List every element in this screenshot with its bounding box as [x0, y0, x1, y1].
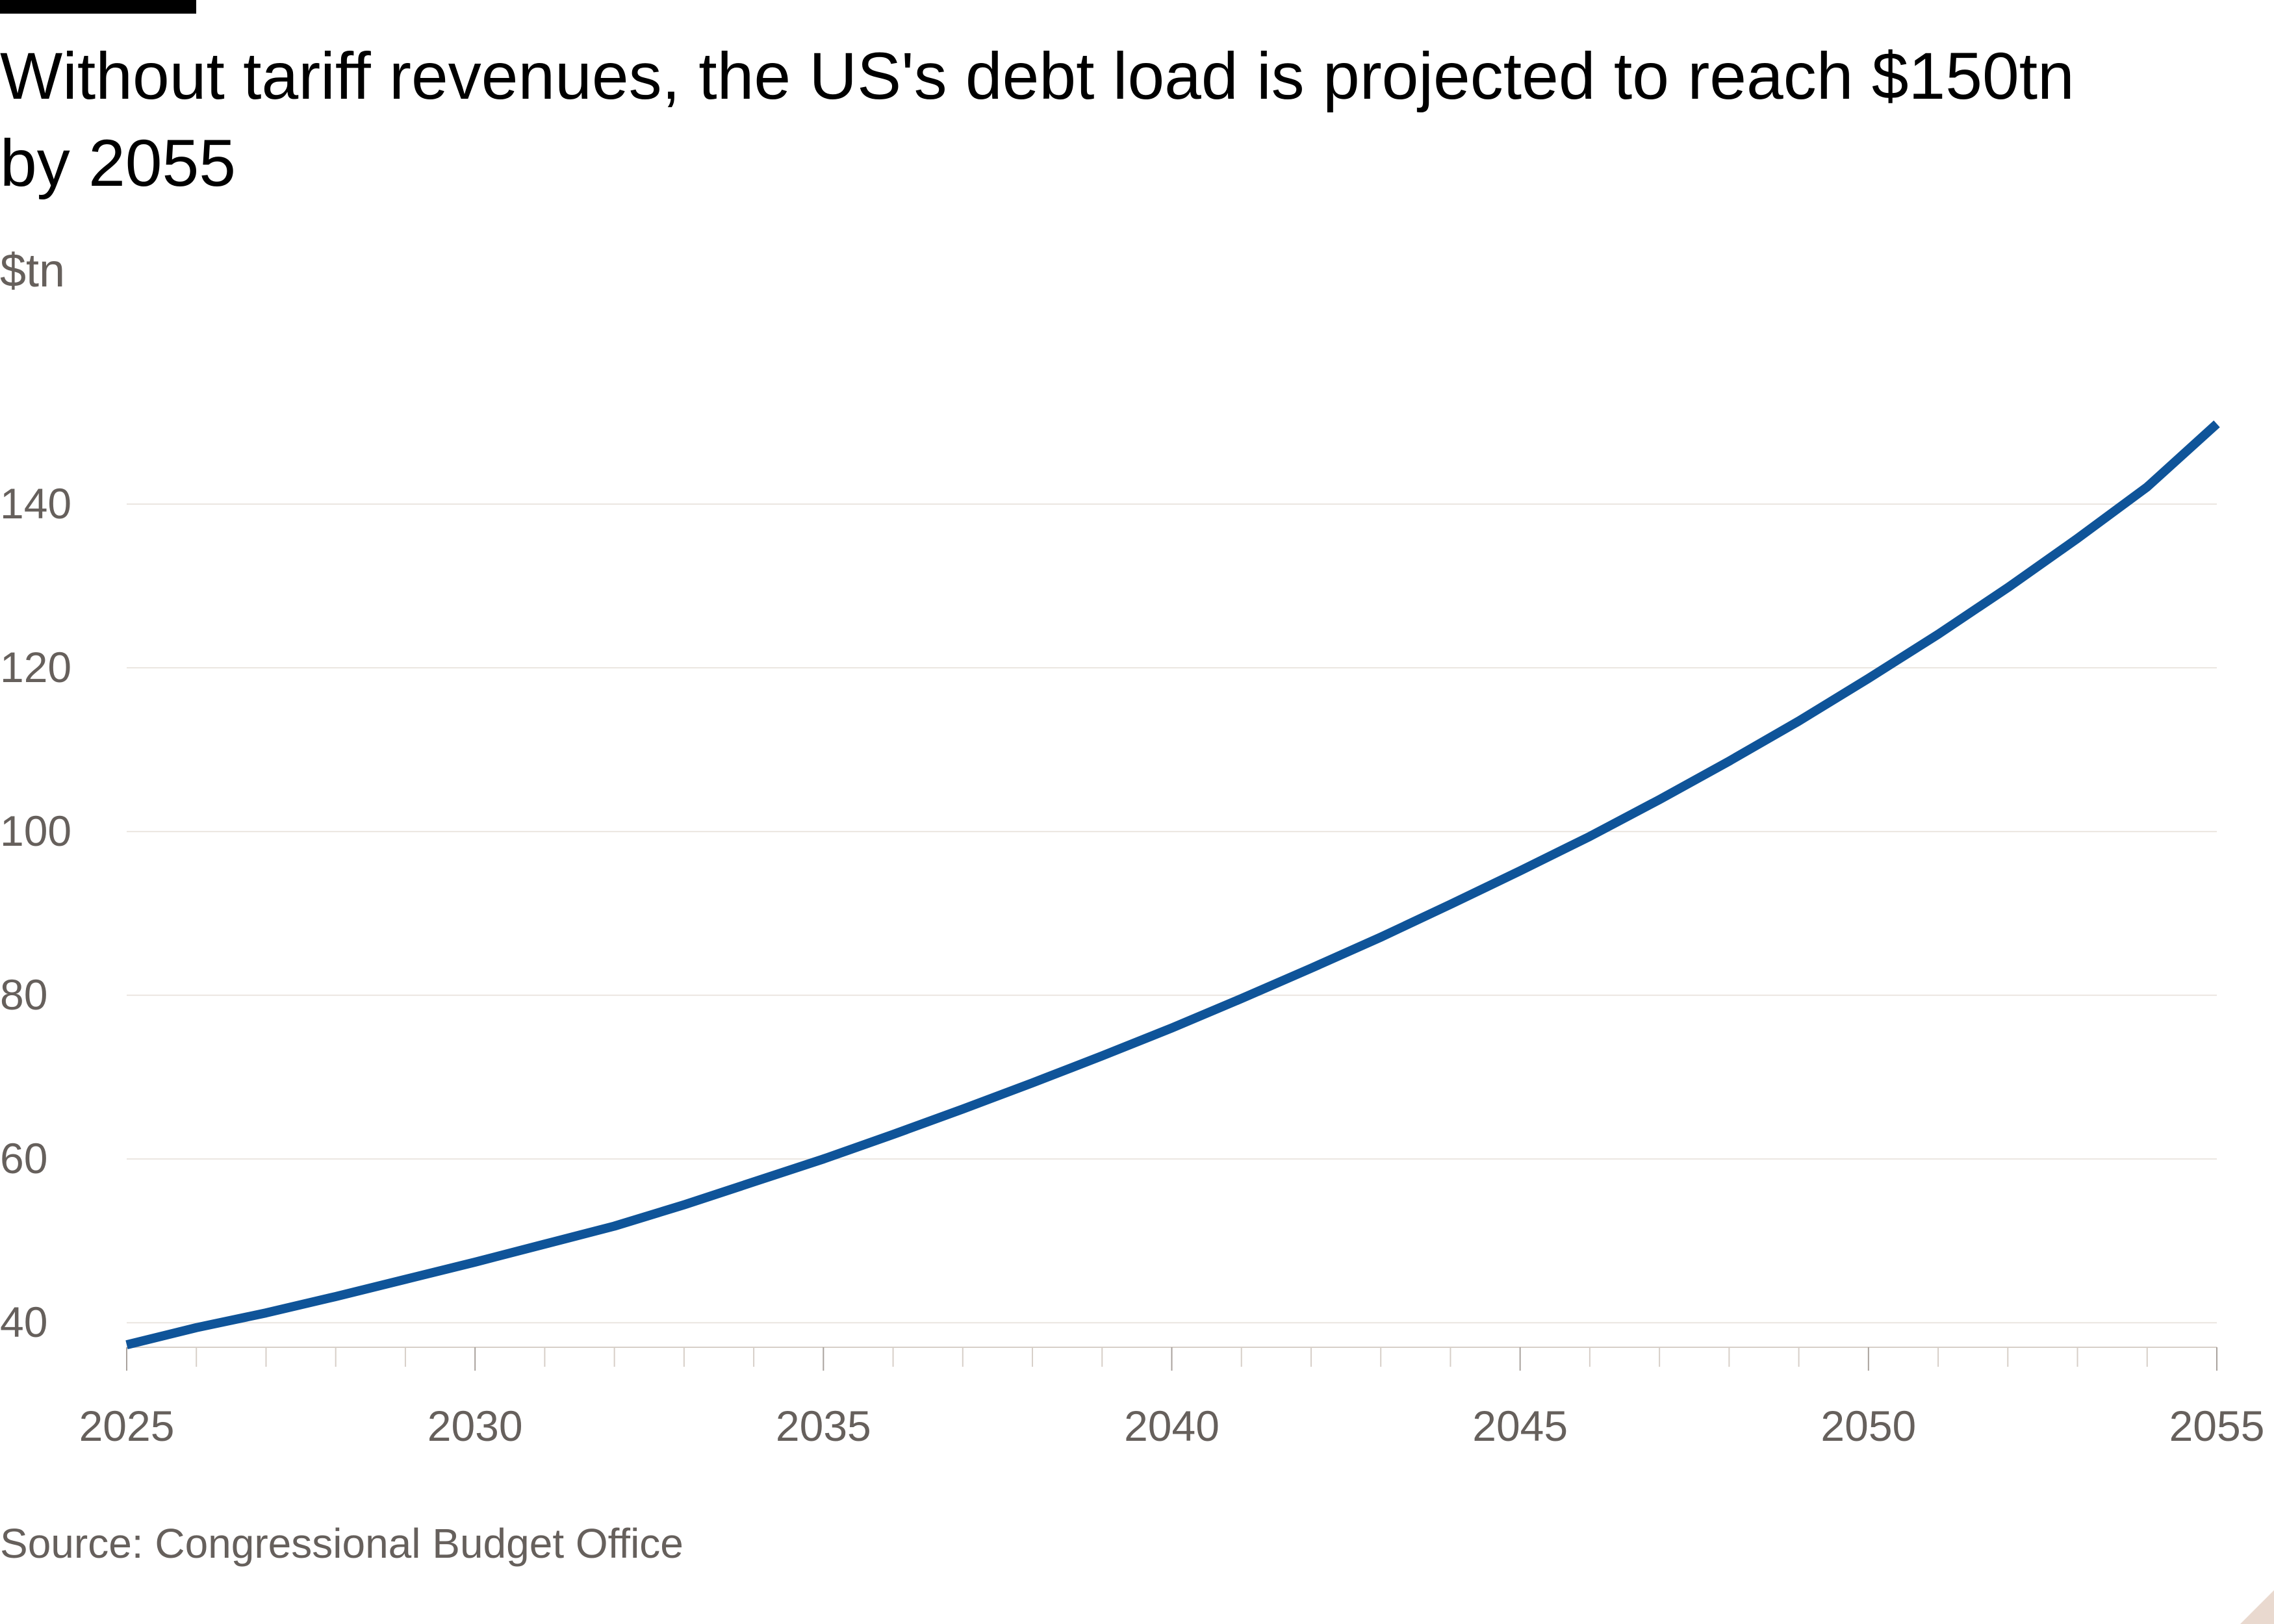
y-tick-label-100: 100 — [0, 807, 71, 855]
source-note: Source: Congressional Budget Office — [0, 1520, 683, 1567]
y-tick-label-80: 80 — [0, 971, 47, 1019]
gridlines — [127, 503, 2217, 1324]
x-tick-label-2040: 2040 — [1124, 1402, 1220, 1450]
y-tick-label-60: 60 — [0, 1134, 47, 1182]
x-tick-label-2050: 2050 — [1820, 1402, 1916, 1450]
y-tick-label-140: 140 — [0, 479, 71, 527]
y-axis-tick-labels: 40 60 80 100 120 140 — [0, 479, 71, 1346]
corner-decoration — [2240, 1590, 2274, 1624]
series-line-0 — [125, 420, 2220, 1349]
x-tick-label-2030: 2030 — [428, 1402, 523, 1450]
x-tick-label-2055: 2055 — [2169, 1402, 2265, 1450]
y-tick-label-120: 120 — [0, 643, 71, 691]
x-axis-tick-labels: 2025 2030 2035 2040 2045 2050 2055 — [79, 1402, 2265, 1450]
x-tick-label-2035: 2035 — [776, 1402, 871, 1450]
chart-title: Without tariff revenues, the US's debt l… — [0, 39, 2075, 200]
series-layer — [125, 420, 2220, 1349]
y-axis-unit-label: $tn — [0, 245, 66, 297]
y-tick-label-40: 40 — [0, 1298, 47, 1346]
x-tick-label-2025: 2025 — [79, 1402, 175, 1450]
x-tick-label-2045: 2045 — [1472, 1402, 1568, 1450]
x-axis — [126, 1347, 2217, 1371]
brand-top-bar — [0, 0, 196, 14]
